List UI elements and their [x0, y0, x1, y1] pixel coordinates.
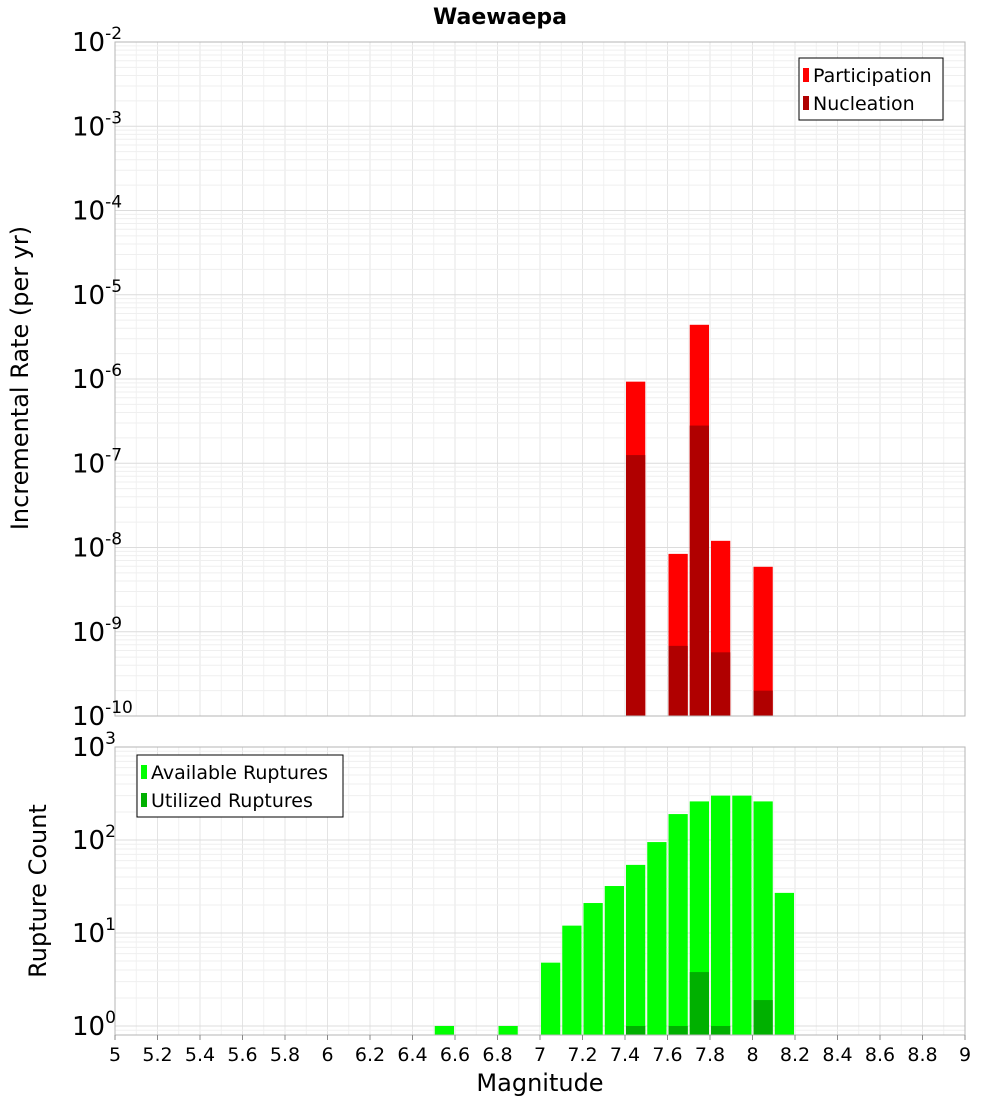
bar: [626, 1025, 646, 1035]
x-tick-label: 8.6: [865, 1044, 895, 1066]
y-tick-label: 103: [72, 729, 116, 763]
y-tick-label: 10-10: [72, 698, 133, 732]
legend-swatch: [141, 793, 147, 807]
bar: [753, 690, 773, 716]
bar: [732, 795, 752, 1035]
x-tick-label: 5.8: [270, 1044, 300, 1066]
x-tick-label: 8.4: [822, 1044, 852, 1066]
x-tick-label: 8.8: [907, 1044, 937, 1066]
legend-label: Nucleation: [813, 93, 915, 115]
bar: [689, 425, 709, 716]
y-tick-label: 10-6: [72, 361, 122, 395]
bar: [711, 795, 731, 1035]
bar: [753, 1000, 773, 1035]
bar: [626, 455, 646, 716]
x-tick-label: 6.6: [440, 1044, 470, 1066]
chart-title: Waewaepa: [433, 5, 567, 30]
y-tick-label: 10-8: [72, 530, 122, 564]
bar: [668, 1025, 688, 1035]
bar: [711, 652, 731, 716]
x-tick-label: 8: [746, 1044, 758, 1066]
legend-swatch: [141, 765, 147, 779]
bar: [498, 1025, 518, 1035]
bar: [562, 925, 582, 1035]
y-tick-label: 102: [72, 822, 116, 856]
x-tick-label: 9: [959, 1044, 971, 1066]
top-y-axis-label: Incremental Rate (per yr): [6, 226, 34, 530]
y-tick-label: 101: [72, 915, 116, 949]
bar: [647, 842, 667, 1035]
y-tick-label: 10-9: [72, 614, 122, 648]
grid-0: [114, 42, 966, 717]
x-tick-label: 5.2: [142, 1044, 172, 1066]
bar: [604, 886, 624, 1035]
x-tick-label: 7.6: [652, 1044, 682, 1066]
legend-label: Utilized Ruptures: [151, 790, 313, 812]
chart-layer: 10-2 10-3 10-4 10-5 10-6 10-7 10-8 10-9 10-10103…: [72, 24, 971, 1066]
x-tick-label: 6.4: [397, 1044, 427, 1066]
bar: [541, 962, 561, 1035]
y-tick-label: 10-4: [72, 193, 122, 227]
x-tick-label: 5.6: [227, 1044, 257, 1066]
x-tick-label: 7.8: [695, 1044, 725, 1066]
x-tick-label: 6: [321, 1044, 333, 1066]
legend-label: Available Ruptures: [151, 762, 328, 784]
bar: [668, 814, 688, 1035]
bar: [753, 801, 773, 1035]
x-tick-label: 6.2: [355, 1044, 385, 1066]
legend-swatch: [803, 96, 809, 110]
y-tick-label: 10-2: [72, 24, 122, 58]
y-tick-label: 10-5: [72, 277, 122, 311]
x-tick-label: 7.2: [567, 1044, 597, 1066]
bar: [774, 892, 794, 1035]
x-tick-label: 7: [534, 1044, 546, 1066]
bar: [689, 972, 709, 1035]
bar: [711, 1025, 731, 1035]
bar: [753, 566, 773, 716]
x-tick-label: 6.8: [482, 1044, 512, 1066]
plot-frame-0: [114, 41, 966, 717]
x-tick-label: 7.4: [610, 1044, 640, 1066]
series-nucleation: [626, 425, 773, 716]
x-tick-label: 8.2: [780, 1044, 810, 1066]
bar: [668, 645, 688, 716]
legend-box: [798, 57, 944, 121]
y-tick-label: 10-3: [72, 108, 122, 142]
legend-box: [136, 754, 344, 818]
bottom-y-axis-label: Rupture Count: [24, 804, 52, 978]
series-available-ruptures: [434, 795, 794, 1035]
legend-label: Participation: [813, 65, 932, 87]
y-tick-label: 100: [72, 1008, 116, 1042]
y-tick-label: 10-7: [72, 445, 122, 479]
x-tick-labels: 5 5.2 5.4 5.6 5.8 6 6.2 6.4 6.6 6.8 7 7.2 7.4 7.6 7.8 8…: [109, 1035, 971, 1066]
x-axis-label: Magnitude: [476, 1069, 603, 1097]
legend-top: Participation Nucleation: [798, 57, 944, 121]
legend-swatch: [803, 68, 809, 82]
bar: [434, 1025, 454, 1035]
series-utilized-ruptures: [626, 972, 773, 1035]
x-tick-label: 5: [109, 1044, 121, 1066]
bar: [583, 903, 603, 1035]
bar: [626, 864, 646, 1035]
x-tick-label: 5.4: [185, 1044, 215, 1066]
legend-bottom: Available Ruptures Utilized Ruptures: [136, 754, 344, 818]
